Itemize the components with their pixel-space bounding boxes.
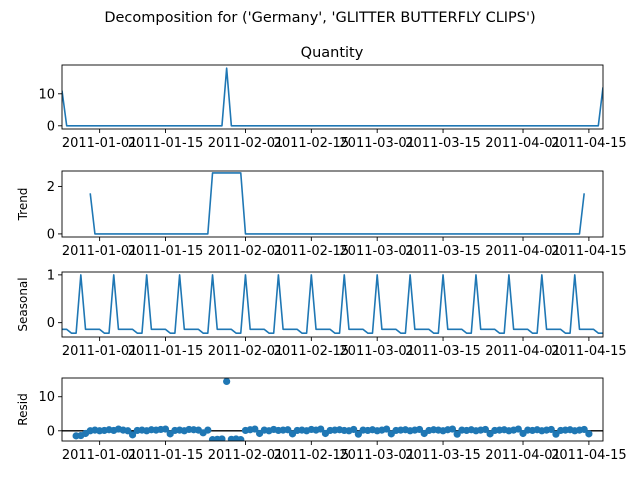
resid-point-72	[415, 425, 424, 434]
ytick-label-0-1: 10	[38, 87, 55, 102]
ytick-label-2-1: 1	[47, 268, 55, 283]
ytick-label-0-0: 0	[47, 119, 55, 134]
xtick-label-2-4: 2011-03-01	[339, 344, 415, 359]
resid-point-100	[547, 425, 555, 434]
xtick-label-0-4: 2011-03-01	[339, 136, 415, 151]
ytick-label-3-0: 0	[47, 424, 55, 439]
xtick-label-0-1: 2011-01-15	[128, 136, 204, 151]
resid-point-11	[124, 427, 132, 435]
resid-point-86	[481, 425, 489, 434]
resid-point-51	[317, 425, 325, 433]
axes-frame-1	[61, 170, 604, 238]
xtick-label-1-2: 2011-02-01	[208, 244, 284, 259]
ytick-label-2-0: 0	[47, 316, 55, 331]
ytick-label-1-0: 0	[47, 227, 55, 242]
xtick-label-2-1: 2011-01-15	[128, 344, 204, 359]
resid-point-108	[585, 430, 593, 438]
panel-title-quantity: Quantity	[301, 45, 364, 61]
axes-frame-3	[61, 377, 604, 442]
resid-point-80	[453, 430, 461, 438]
xtick-label-3-0: 2011-01-01	[62, 448, 138, 463]
resid-point-19	[161, 425, 170, 433]
resid-point-79	[448, 425, 457, 433]
resid-point-31	[218, 435, 226, 441]
resid-point-12	[128, 431, 137, 439]
xtick-label-1-1: 2011-01-15	[128, 244, 204, 259]
ylabel-trend: Trend	[16, 188, 30, 222]
xtick-label-3-2: 2011-02-01	[208, 448, 284, 463]
resid-point-28	[204, 426, 212, 434]
resid-point-37	[251, 425, 259, 433]
resid-point-44	[284, 426, 292, 434]
resid-point-107	[580, 425, 588, 434]
axes-frame-2	[61, 271, 604, 338]
xtick-label-2-6: 2011-04-01	[485, 344, 561, 359]
figure-suptitle: Decomposition for ('Germany', 'GLITTER B…	[104, 10, 535, 26]
series-line-0	[62, 67, 603, 127]
series-line-1	[89, 172, 585, 235]
ylabel-seasonal: Seasonal	[16, 277, 30, 331]
xtick-label-0-3: 2011-02-15	[274, 136, 350, 151]
resid-point-34	[237, 436, 245, 441]
xtick-label-1-5: 2011-03-15	[405, 244, 481, 259]
xtick-label-3-5: 2011-03-15	[405, 448, 481, 463]
xtick-label-1-4: 2011-03-01	[339, 244, 415, 259]
ytick-label-3-1: 10	[38, 390, 55, 405]
xtick-label-0-6: 2011-04-01	[485, 136, 561, 151]
resid-point-65	[383, 425, 391, 433]
xtick-label-3-7: 2011-04-15	[551, 448, 627, 463]
xtick-label-2-3: 2011-02-15	[274, 344, 350, 359]
xtick-label-0-2: 2011-02-01	[208, 136, 284, 151]
xtick-label-1-6: 2011-04-01	[485, 244, 561, 259]
xtick-label-1-7: 2011-04-15	[551, 244, 627, 259]
xtick-label-0-7: 2011-04-15	[551, 136, 627, 151]
xtick-label-3-1: 2011-01-15	[128, 448, 204, 463]
xtick-label-3-4: 2011-03-01	[339, 448, 415, 463]
xtick-label-1-3: 2011-02-15	[274, 244, 350, 259]
xtick-label-0-5: 2011-03-15	[405, 136, 481, 151]
resid-point-58	[350, 425, 358, 434]
axes-frame-0	[61, 64, 604, 130]
xtick-label-3-3: 2011-02-15	[274, 448, 350, 463]
series-line-2	[62, 274, 603, 334]
xtick-label-1-0: 2011-01-01	[62, 244, 138, 259]
xtick-label-2-7: 2011-04-15	[551, 344, 627, 359]
ytick-label-1-1: 2	[47, 180, 55, 195]
resid-point-outlier	[223, 377, 231, 386]
xtick-label-2-2: 2011-02-01	[208, 344, 284, 359]
resid-point-59	[354, 430, 362, 438]
resid-point-93	[514, 425, 522, 433]
ylabel-resid: Resid	[16, 393, 30, 425]
xtick-label-2-5: 2011-03-15	[405, 344, 481, 359]
xtick-label-0-0: 2011-01-01	[62, 136, 138, 151]
xtick-label-2-0: 2011-01-01	[62, 344, 138, 359]
xtick-label-3-6: 2011-04-01	[485, 448, 561, 463]
